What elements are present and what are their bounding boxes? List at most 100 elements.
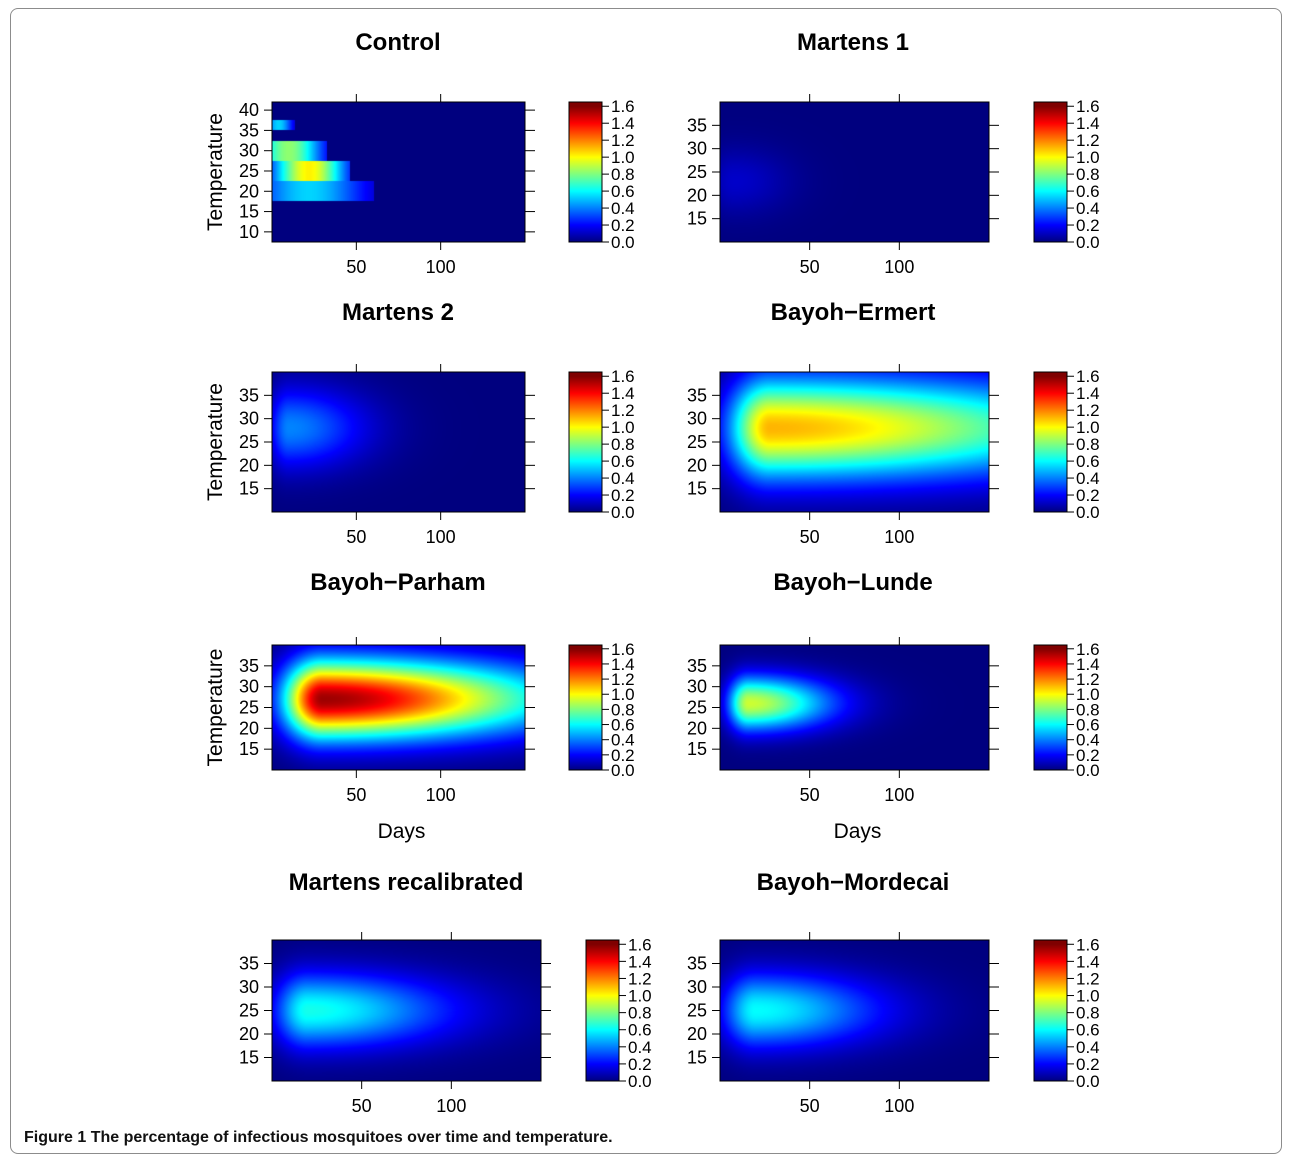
caption-label: Figure 1 <box>24 1129 86 1146</box>
y-tick-label: 35 <box>239 954 259 974</box>
caption-text: The percentage of infectious mosquitoes … <box>91 1129 613 1146</box>
y-tick-label: 30 <box>239 677 259 697</box>
y-tick-label: 25 <box>239 432 259 452</box>
colorbar-tick-label: 1.4 <box>1076 384 1100 403</box>
colorbar-tick-label: 0.4 <box>611 199 635 218</box>
colorbar-tick-label: 1.6 <box>1076 935 1100 954</box>
colorbar-tick-label: 1.2 <box>611 131 635 150</box>
colorbar-tick-label: 0.2 <box>1076 1055 1100 1074</box>
colorbar-tick-label: 0.6 <box>611 182 635 201</box>
colorbar <box>569 372 602 512</box>
x-tick-label: 50 <box>800 785 820 805</box>
colorbar-tick-label: 0.8 <box>611 165 635 184</box>
heatmap-surface <box>720 940 989 1081</box>
heatmap-surface <box>272 940 541 1081</box>
y-tick-label: 35 <box>687 656 707 676</box>
figure-caption: Figure 1 The percentage of infectious mo… <box>24 1129 613 1147</box>
colorbar-tick-label: 0.2 <box>1076 486 1100 505</box>
colorbar-tick-label: 0.6 <box>1076 182 1100 201</box>
y-tick-label: 30 <box>687 677 707 697</box>
heatmap-panel: Bayoh−Ermert50 10015202530350.00.20.40.60… <box>687 299 1100 547</box>
panel-title: Bayoh−Ermert <box>771 299 936 326</box>
colorbar <box>586 940 619 1081</box>
y-axis-label: Temperature <box>204 113 227 231</box>
colorbar-tick-label: 1.6 <box>611 97 635 116</box>
colorbar-tick-label: 0.6 <box>628 1021 652 1040</box>
y-tick-label: 20 <box>687 718 707 738</box>
colorbar-tick-label: 1.6 <box>611 367 635 386</box>
colorbar-tick-label: 1.6 <box>611 640 635 659</box>
x-tick-label: 100 <box>884 527 914 547</box>
y-tick-label: 35 <box>239 656 259 676</box>
x-tick-label: 100 <box>426 257 456 277</box>
y-tick-label: 35 <box>687 385 707 405</box>
colorbar-tick-label: 1.0 <box>1076 418 1100 437</box>
panel-title: Martens 2 <box>342 299 454 326</box>
colorbar <box>1034 372 1067 512</box>
y-tick-label: 25 <box>239 1001 259 1021</box>
x-tick-label: 50 <box>800 257 820 277</box>
y-tick-label: 25 <box>687 162 707 182</box>
x-tick-label: 50 <box>800 527 820 547</box>
x-tick-label: 100 <box>436 1096 466 1116</box>
heatmap-surface <box>272 372 525 512</box>
colorbar-tick-label: 0.4 <box>628 1038 652 1057</box>
panel-title: Martens recalibrated <box>289 869 524 896</box>
colorbar-tick-label: 0.8 <box>611 435 635 454</box>
colorbar-tick-label: 0.0 <box>1076 503 1100 522</box>
colorbar-tick-label: 1.6 <box>628 935 652 954</box>
heatmap-panel: Bayoh−Lunde50 1001520253035Days0.00.20.40… <box>687 569 1100 843</box>
y-tick-label: 20 <box>239 181 259 201</box>
panel-title: Bayoh−Parham <box>310 569 485 596</box>
y-tick-label: 30 <box>239 141 259 161</box>
x-tick-label: 50 <box>800 1096 820 1116</box>
colorbar-tick-label: 0.2 <box>611 486 635 505</box>
colorbar <box>569 645 602 770</box>
heatmap-surface <box>720 102 989 242</box>
y-tick-label: 20 <box>687 185 707 205</box>
y-tick-label: 30 <box>687 139 707 159</box>
colorbar-tick-label: 0.8 <box>1076 435 1100 454</box>
colorbar-tick-label: 0.0 <box>611 233 635 252</box>
colorbar-tick-label: 1.4 <box>1076 114 1100 133</box>
panel-title: Bayoh−Mordecai <box>757 869 950 896</box>
x-tick-label: 100 <box>884 1096 914 1116</box>
y-tick-label: 25 <box>687 1001 707 1021</box>
colorbar-tick-label: 0.2 <box>1076 216 1100 235</box>
colorbar-tick-label: 1.0 <box>1076 148 1100 167</box>
y-tick-label: 25 <box>687 698 707 718</box>
colorbar-tick-label: 0.0 <box>1076 233 1100 252</box>
colorbar-tick-label: 1.0 <box>1076 987 1100 1006</box>
colorbar <box>1034 645 1067 770</box>
x-tick-label: 100 <box>884 785 914 805</box>
y-tick-label: 15 <box>687 209 707 229</box>
colorbar-tick-label: 0.2 <box>611 216 635 235</box>
heatmap-panel: Martens 250 1001520253035Temperature0.00.… <box>204 299 635 547</box>
colorbar-tick-label: 1.4 <box>611 114 635 133</box>
panel-title: Bayoh−Lunde <box>773 569 932 596</box>
y-tick-label: 35 <box>687 954 707 974</box>
colorbar-tick-label: 1.0 <box>611 148 635 167</box>
colorbar-tick-label: 1.2 <box>1076 401 1100 420</box>
y-tick-label: 15 <box>687 479 707 499</box>
y-tick-label: 15 <box>239 479 259 499</box>
panel-title: Control <box>355 29 440 56</box>
x-tick-label: 50 <box>352 1096 372 1116</box>
y-tick-label: 25 <box>239 698 259 718</box>
colorbar-tick-label: 0.8 <box>628 1004 652 1023</box>
y-axis-label: Temperature <box>204 649 227 767</box>
colorbar-tick-label: 0.0 <box>611 503 635 522</box>
colorbar-tick-label: 0.2 <box>628 1055 652 1074</box>
heatmap-panel: Bayoh−Parham50 1001520253035TemperatureDa… <box>204 569 635 843</box>
y-tick-label: 20 <box>687 1024 707 1044</box>
x-tick-label: 100 <box>426 527 456 547</box>
y-tick-label: 35 <box>239 120 259 140</box>
x-tick-label: 50 <box>346 257 366 277</box>
colorbar-tick-label: 1.6 <box>1076 640 1100 659</box>
y-axis-label: Temperature <box>204 383 227 501</box>
colorbar <box>1034 102 1067 242</box>
colorbar-tick-label: 1.2 <box>611 401 635 420</box>
x-tick-label: 50 <box>346 527 366 547</box>
x-tick-label: 100 <box>426 785 456 805</box>
